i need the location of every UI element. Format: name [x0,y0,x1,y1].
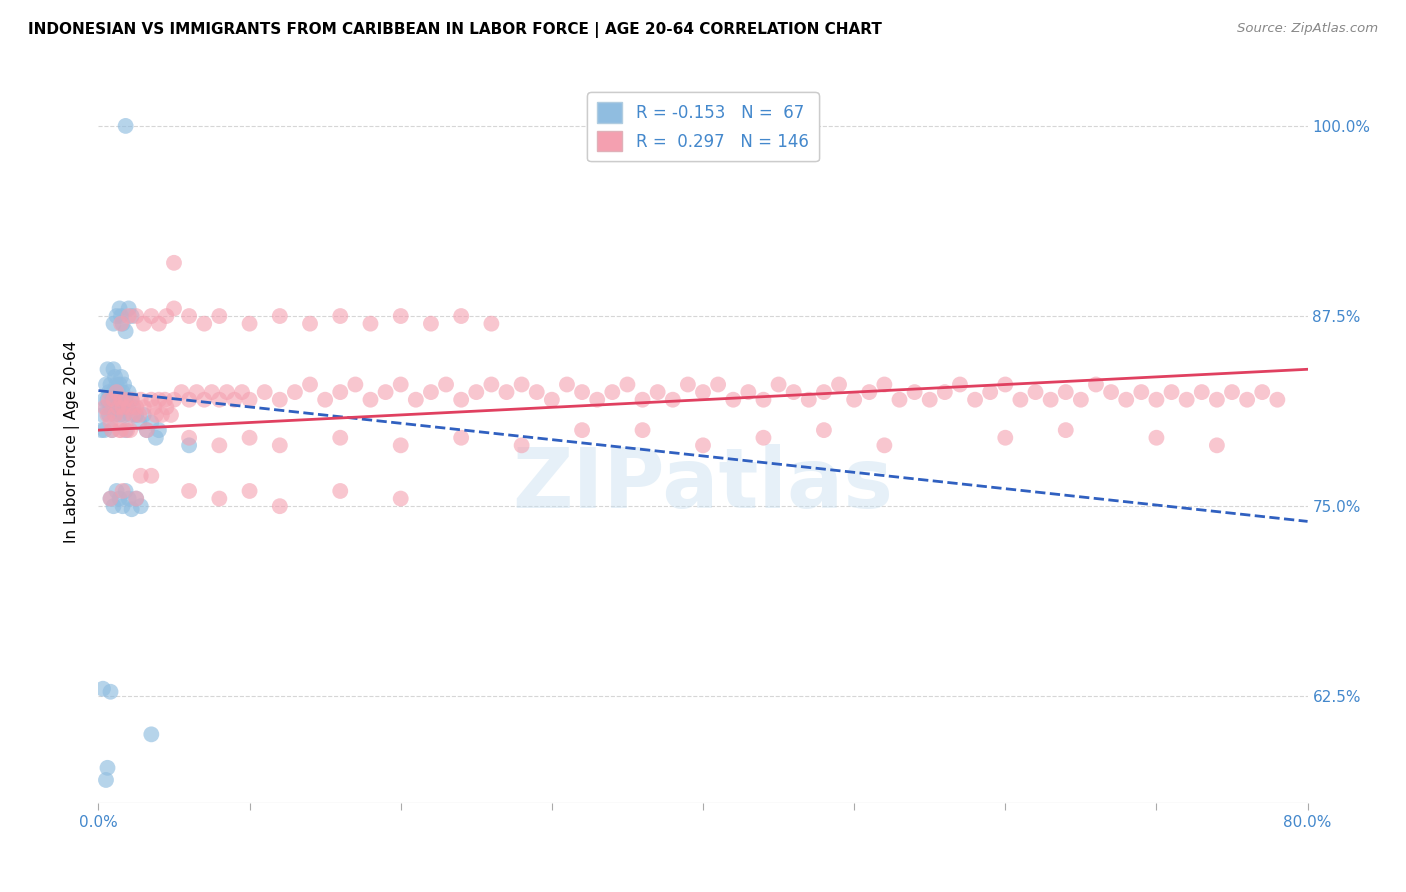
Point [526,385,548,400]
Point [1267,392,1289,407]
Point [170,385,193,400]
Point [96,392,118,407]
Point [100,685,122,699]
Point [269,392,291,407]
Point [132,317,155,331]
Point [179,392,201,407]
Point [1099,385,1122,400]
Point [122,401,145,415]
Point [389,377,412,392]
Point [723,392,745,407]
Point [101,392,124,407]
Point [118,385,141,400]
Point [239,317,262,331]
Point [111,483,134,498]
Point [148,392,170,407]
Point [269,499,291,513]
Point [979,385,1001,400]
Point [114,392,136,407]
Point [602,385,624,400]
Point [284,385,307,400]
Point [253,385,276,400]
Point [135,423,157,437]
Point [115,423,138,437]
Point [571,385,593,400]
Y-axis label: In Labor Force | Age 20-64: In Labor Force | Age 20-64 [63,341,80,542]
Point [121,502,143,516]
Point [100,491,122,506]
Point [179,438,201,452]
Point [114,324,136,338]
Point [314,392,336,407]
Point [179,309,201,323]
Point [105,309,128,323]
Point [692,438,714,452]
Point [858,385,880,400]
Point [100,377,122,392]
Point [125,491,148,506]
Point [269,438,291,452]
Point [115,401,138,415]
Point [141,309,163,323]
Point [994,431,1017,445]
Point [1085,377,1108,392]
Point [148,423,170,437]
Point [269,309,291,323]
Point [889,392,911,407]
Point [98,385,121,400]
Point [465,385,488,400]
Point [813,385,835,400]
Point [510,377,533,392]
Point [108,491,131,506]
Point [110,392,132,407]
Point [122,408,145,422]
Point [1144,392,1167,407]
Point [1024,385,1046,400]
Point [737,385,759,400]
Point [101,423,124,437]
Point [208,392,231,407]
Point [103,392,125,407]
Point [108,301,131,316]
Point [100,401,122,415]
Point [141,727,163,741]
Point [118,401,141,415]
Legend: R = -0.153   N =  67, R =  0.297   N = 146: R = -0.153 N = 67, R = 0.297 N = 146 [588,92,818,161]
Point [208,438,231,452]
Point [299,377,322,392]
Point [103,385,125,400]
Point [101,423,124,437]
Point [813,423,835,437]
Point [121,392,143,407]
Point [676,377,699,392]
Point [107,401,129,415]
Point [141,392,163,407]
Point [112,377,135,392]
Point [121,309,143,323]
Point [104,408,127,422]
Point [105,377,128,392]
Point [481,317,503,331]
Point [91,408,114,422]
Point [125,408,148,422]
Point [108,423,131,437]
Point [103,499,125,513]
Point [329,431,352,445]
Point [112,408,135,422]
Point [148,317,170,331]
Point [329,483,352,498]
Point [105,385,128,400]
Point [510,438,533,452]
Point [94,772,117,787]
Point [143,401,166,415]
Point [1236,392,1258,407]
Point [1115,392,1137,407]
Point [1144,431,1167,445]
Point [141,468,163,483]
Point [163,256,186,270]
Point [108,408,131,422]
Point [121,392,143,407]
Point [125,491,148,506]
Point [1054,385,1077,400]
